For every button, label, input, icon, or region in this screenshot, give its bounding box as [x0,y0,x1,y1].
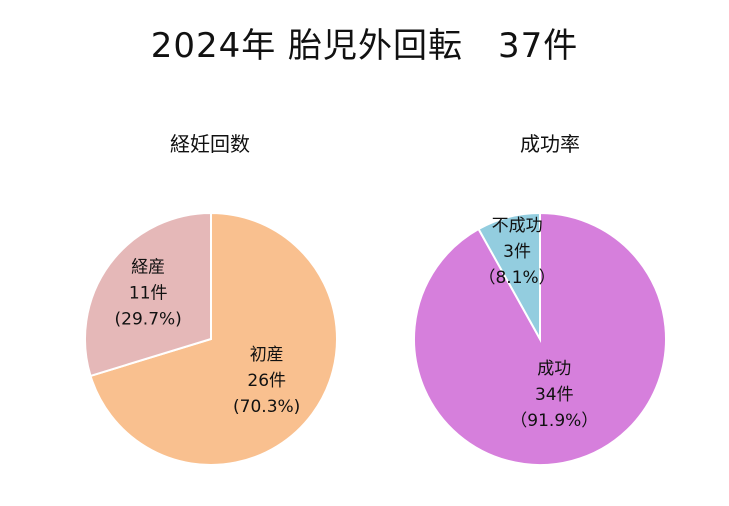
slice-label-name: 不成功 [492,216,543,236]
slice-label-percent: (70.3%) [233,397,300,417]
slice-label-percent: (29.7%) [115,310,182,330]
slice-label-count: 26件 [247,371,286,391]
slice-label-percent: （91.9%） [510,411,598,431]
slice-label-count: 34件 [535,385,574,405]
pie-gravidity: 初産 26件 (70.3%) 経産 11件 (29.7%) [84,211,338,466]
slice-primipara [89,211,338,466]
slice-label-count: 3件 [503,242,531,262]
slice-label-name: 初産 [250,345,284,365]
slice-label-name: 成功 [537,359,571,379]
slice-label-percent: （8.1%） [478,268,555,288]
slice-failure [477,211,541,343]
pie-success-rate: 成功 34件 （91.9%） 不成功 3件 （8.1%） [413,211,667,466]
page-title: 2024年 胎児外回転 37件 [150,26,579,66]
chart-title-success-rate: 成功率 [520,132,580,156]
slice-multipara [84,211,212,378]
slice-label-name: 経産 [131,258,165,278]
chart-title-gravidity: 経妊回数 [170,132,250,156]
slice-label-count: 11件 [129,284,168,304]
